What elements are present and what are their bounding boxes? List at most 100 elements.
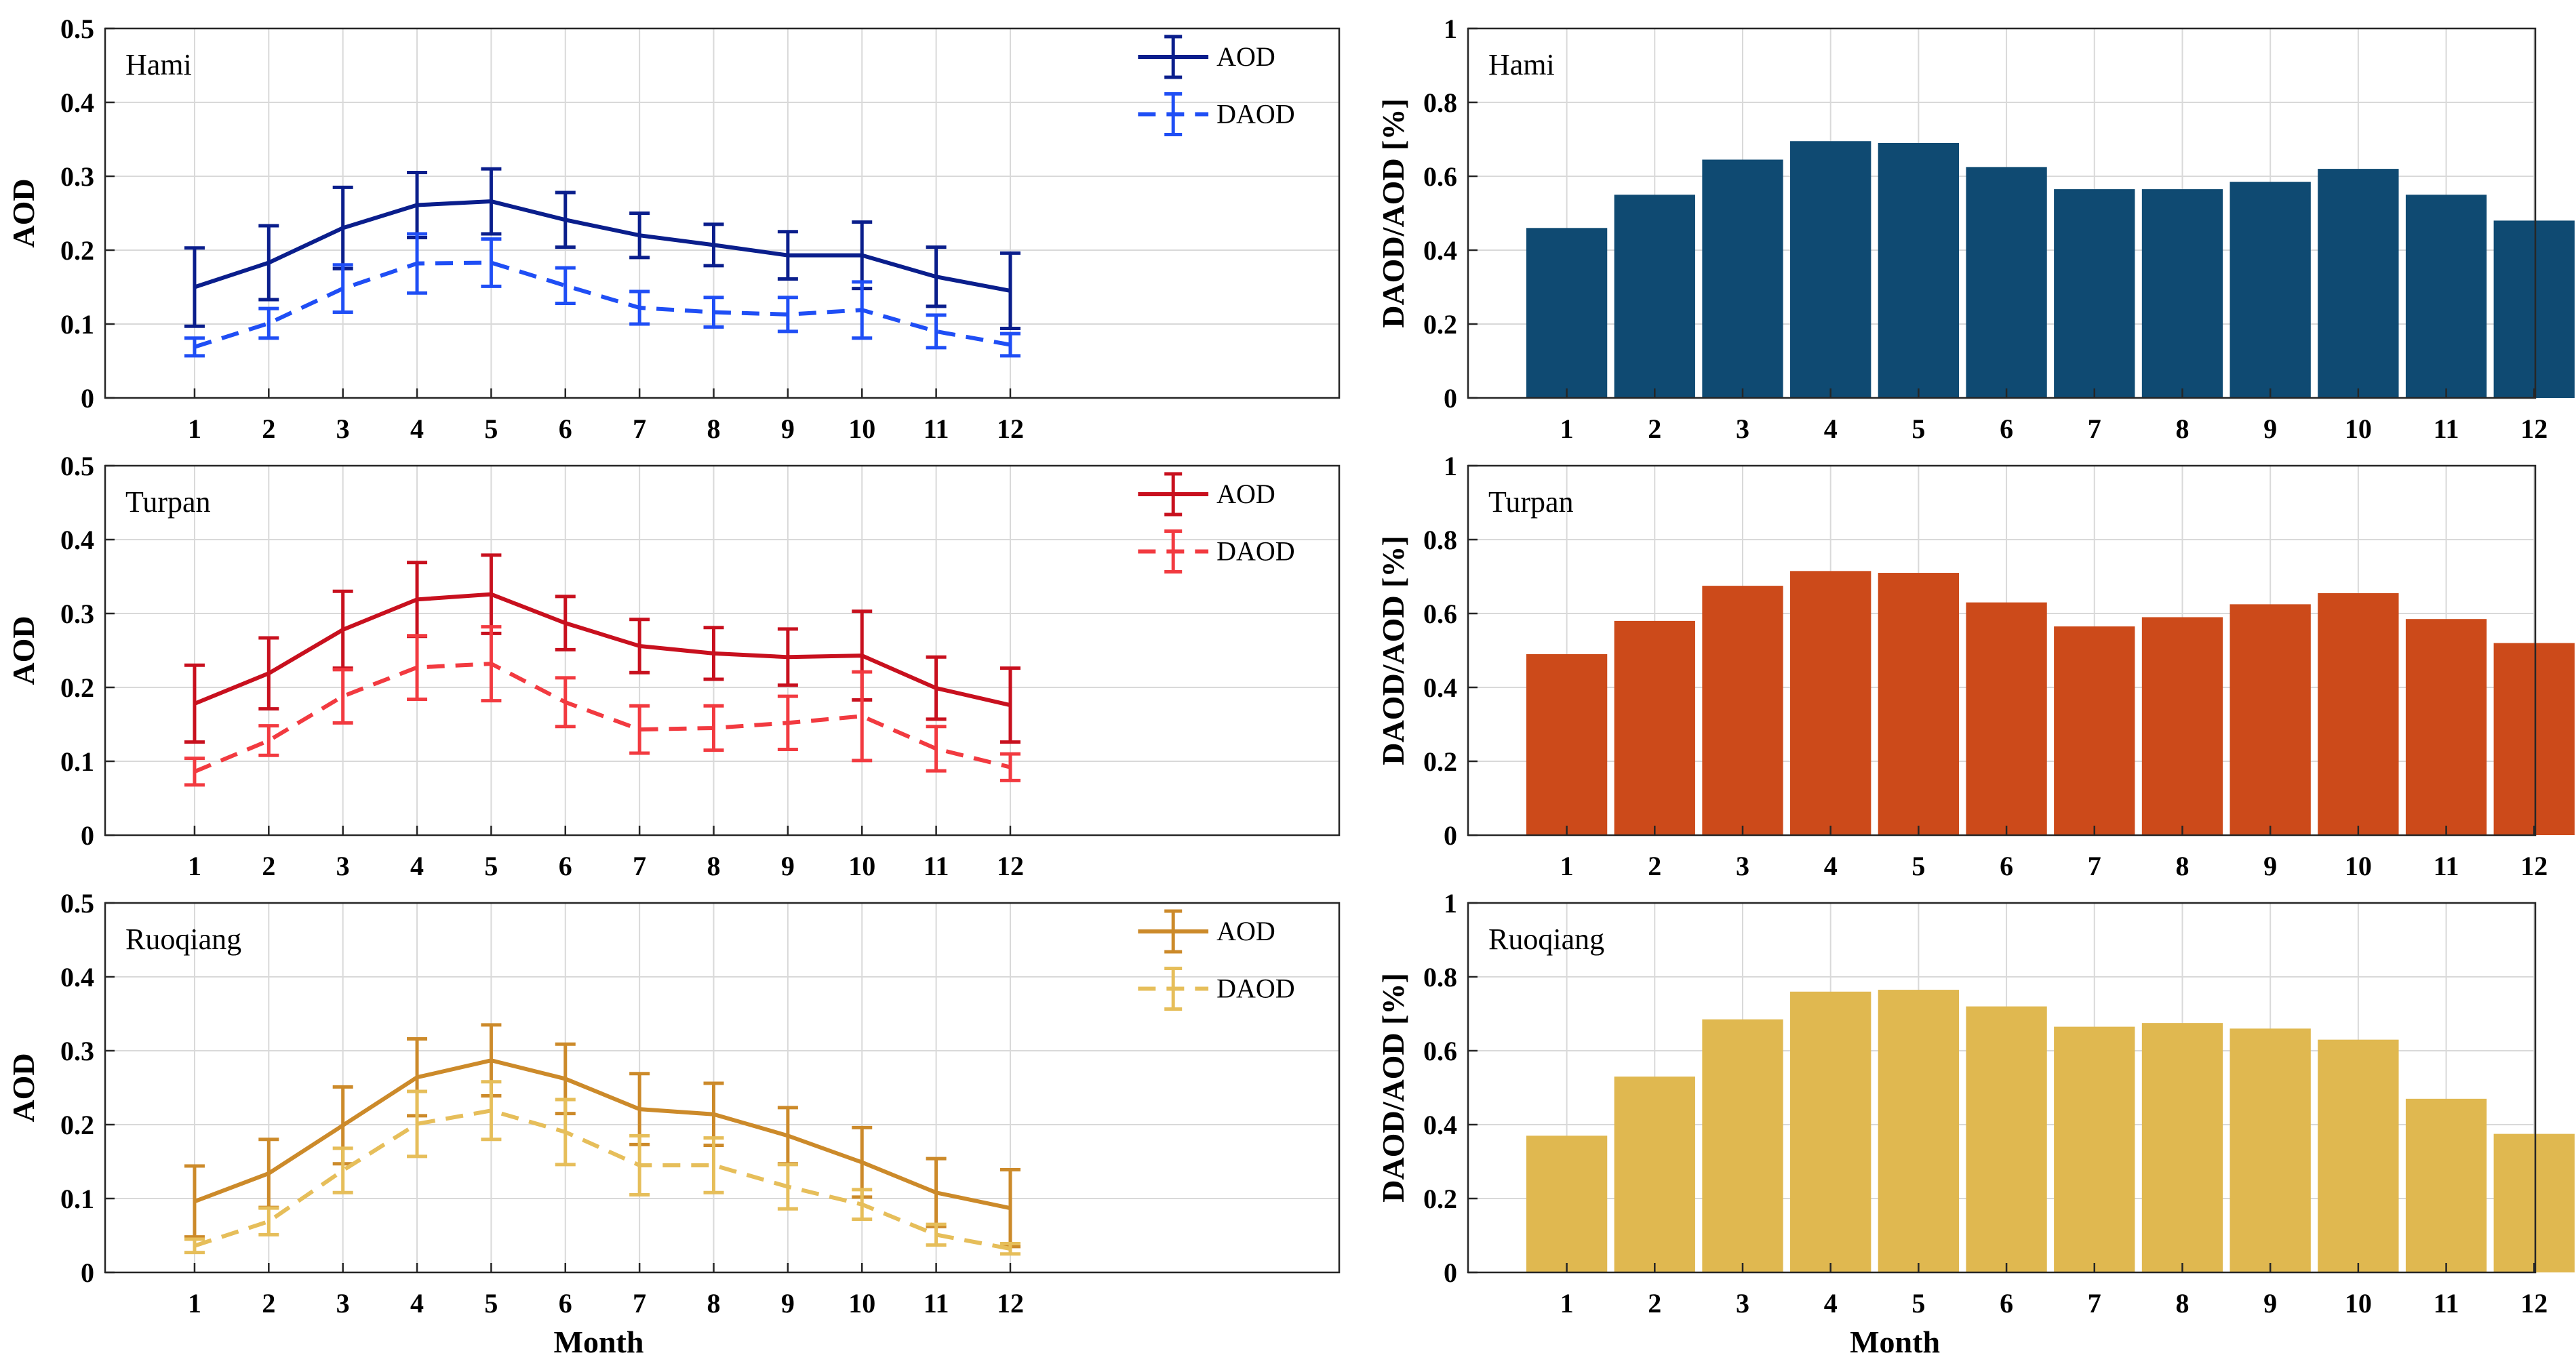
y-axis: 0 0.1 0.2 0.3 0.4 0.5 [60,451,115,851]
error-bar-daod-month-5 [481,1080,502,1142]
error-bar-aod-month-3 [332,185,353,270]
axes-frame [1467,27,2537,399]
x-tick-label: 8 [707,851,721,881]
grid [105,466,1339,835]
axes-frame [104,27,1341,399]
error-bar-daod-month-10 [852,1188,873,1222]
series-line-daod [193,662,1011,774]
bar-month-2 [1614,1077,1695,1272]
y-tick-label: 0.8 [1423,87,1457,118]
x-tick-label: 4 [410,414,424,444]
y-tick-label: 0.4 [60,962,94,992]
bar-month-1 [1526,1135,1608,1272]
error-bar-daod-month-1 [184,1237,205,1255]
bar-month-8 [2141,189,2223,398]
y-tick-label: 1 [1444,451,1457,481]
error-bar-aod-month-6 [555,190,576,249]
error-bar-daod-month-1 [184,757,205,787]
error-bar-aod-month-7 [629,212,650,260]
legend-label-aod: AOD [1216,41,1275,72]
x-tick-label: 8 [2175,1288,2189,1319]
x-tick-label: 2 [1648,1288,1661,1319]
x-tick-label: 9 [781,414,795,444]
series-daod [184,625,1021,787]
error-bar-daod-month-11 [926,313,947,350]
x-tick-label: 2 [262,851,275,881]
error-bar-aod-month-2 [258,224,279,302]
legend-label-aod: AOD [1216,916,1275,946]
x-tick-label: 2 [262,1288,275,1319]
bar-month-9 [2230,182,2311,398]
series-line-aod [194,199,1011,293]
bar-month-9 [2230,1028,2311,1272]
y-tick-label: 0 [81,820,94,851]
x-axis: 1 2 3 4 5 6 7 8 9 10 11 12 [188,1263,1024,1319]
axes-frame [1467,464,2537,837]
bars [1526,141,2575,398]
error-bar-aod-month-5 [481,167,502,236]
bar-month-10 [2318,1039,2399,1272]
legend: AOD DAOD [1138,909,1295,1011]
x-tick-label: 10 [2345,851,2372,881]
y-tick-label: 0.2 [60,672,94,703]
x-tick-label: 9 [2263,1288,2277,1319]
bar-month-7 [2054,189,2135,398]
series-aod [184,1023,1021,1249]
grid [105,28,1339,398]
y-axis-label: DAOD/AOD [%] [1376,536,1410,765]
x-tick-label: 12 [2520,1288,2548,1319]
y-tick-label: 0.8 [1423,962,1457,992]
x-axis-label: Month [1850,1325,1940,1359]
y-tick-label: 0 [81,383,94,414]
x-axis: 1 2 3 4 5 6 7 8 9 10 11 12 [188,388,1024,444]
legend-label-aod: AOD [1216,479,1275,509]
error-bar-daod-month-7 [629,1133,650,1197]
error-bar-daod-month-4 [407,634,428,701]
y-tick-label: 0.8 [1423,525,1457,555]
error-bar-daod-month-9 [777,694,798,752]
bar-month-4 [1790,571,1871,835]
bar-month-4 [1790,141,1871,398]
y-tick-label: 0.1 [60,746,94,777]
y-axis: 0 0.2 0.4 0.6 0.8 1 [1423,451,1478,851]
y-tick-label: 0.4 [1423,235,1457,266]
x-tick-label: 1 [188,851,201,881]
x-tick-label: 7 [633,851,646,881]
x-tick-label: 12 [997,1288,1024,1319]
y-tick-label: 0.2 [1423,746,1457,777]
series-daod [184,232,1021,358]
error-bar-daod-month-4 [407,232,428,295]
y-tick-label: 0.4 [60,525,94,555]
error-bar-aod-month-8 [703,222,724,268]
y-tick-label: 0.4 [1423,1110,1457,1140]
x-tick-label: 10 [848,1288,875,1319]
error-bar-daod-month-6 [555,1098,576,1167]
bar-month-9 [2230,604,2311,835]
error-bar-daod-month-5 [481,625,502,703]
series-aod [184,553,1021,744]
y-tick-label: 0.2 [1423,1184,1457,1214]
bar-month-6 [1966,1006,2047,1272]
site-label: Ruoqiang [1488,923,1604,956]
x-tick-label: 11 [924,1288,949,1319]
y-tick-label: 0.5 [60,451,94,481]
site-label: Turpan [1488,485,1574,519]
bar-month-4 [1790,991,1871,1272]
error-bar-daod-month-3 [332,668,353,725]
y-axis: 0 0.1 0.2 0.3 0.4 0.5 [60,14,115,414]
y-tick-label: 1 [1444,14,1457,44]
x-tick-label: 5 [1911,414,1925,444]
y-tick-label: 0.5 [60,14,94,44]
error-bar-daod-month-9 [777,1163,798,1211]
legend-label-daod: DAOD [1216,536,1295,566]
series-daod [184,1080,1021,1256]
y-axis: 0 0.2 0.4 0.6 0.8 1 [1423,888,1478,1288]
error-bar-daod-month-2 [258,724,279,757]
error-bar-daod-month-10 [852,280,873,340]
x-tick-label: 7 [2088,851,2101,881]
x-tick-label: 3 [336,414,350,444]
